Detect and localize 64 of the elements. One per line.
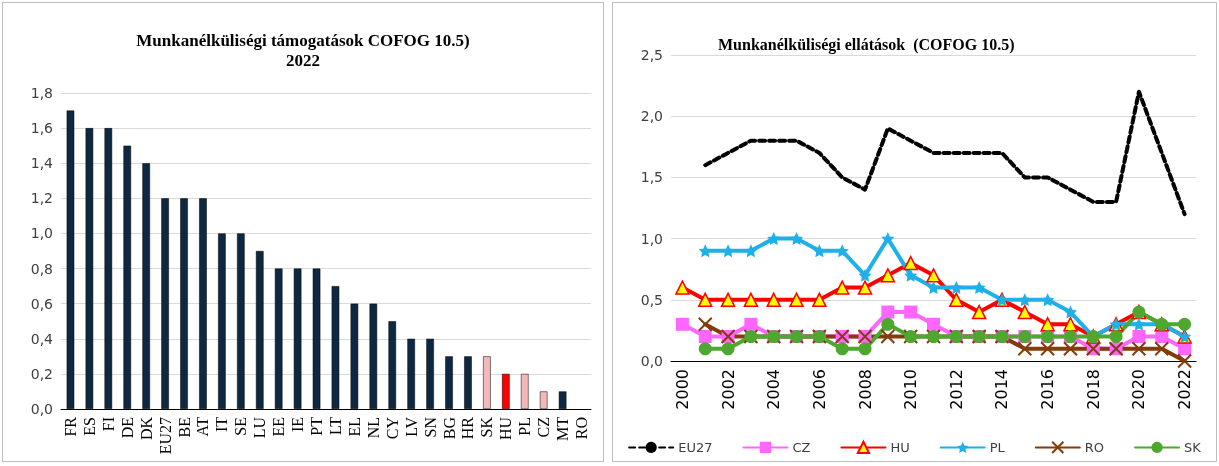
y-tick-label: 0,5	[640, 291, 663, 308]
x-tick-label: HU	[497, 416, 515, 441]
chart-title: Munkanélküliségi támogatások COFOG 10.5) 2022	[136, 30, 470, 70]
x-tick-label: 2004	[764, 369, 784, 410]
y-tick-label: 2,5	[640, 47, 663, 63]
x-tick-label: EU27	[156, 417, 174, 455]
x-tick-label: PL	[516, 417, 534, 436]
x-tick-label: 2000	[672, 369, 692, 410]
x-tick-label: LU	[251, 416, 269, 439]
x-tick-label: MT	[554, 416, 572, 441]
legend-label: CZ	[792, 439, 811, 455]
x-tick-label: BE	[175, 417, 193, 438]
x-tick-label: NL	[364, 417, 382, 439]
x-tick-label: EL	[345, 417, 363, 437]
x-tick-label: 2006	[809, 369, 829, 410]
x-tick-label: 2022	[1175, 369, 1195, 410]
y-tick-label: 0,4	[30, 330, 54, 347]
legend-label: RO	[1084, 439, 1105, 455]
y-tick-label: 1,8	[30, 85, 53, 101]
y-tick-label: 1,4	[30, 155, 54, 172]
y-tick-label: 0,0	[30, 401, 53, 417]
x-tick-label: 2008	[855, 369, 875, 410]
x-tick-label: IT	[213, 416, 231, 433]
x-tick-label: 2012	[946, 369, 966, 410]
legend-label: HU	[890, 439, 910, 455]
y-tick-label: 1,0	[640, 230, 663, 247]
x-tick-label: CZ	[535, 417, 553, 438]
y-tick-label: 1,5	[640, 169, 663, 186]
x-tick-label: ES	[80, 417, 98, 436]
x-tick-label: BG	[440, 416, 458, 440]
y-tick-label: 0,8	[30, 260, 53, 277]
y-tick-label: 1,0	[30, 225, 53, 242]
x-tick-label: FI	[99, 417, 117, 432]
x-tick-label: RO	[573, 417, 591, 440]
y-tick-label: 1,2	[30, 190, 53, 207]
x-tick-label: AT	[194, 416, 212, 437]
x-tick-label: 2016	[1038, 369, 1058, 410]
y-tick-label: 2,0	[640, 108, 663, 125]
legend-label: SK	[1184, 439, 1202, 455]
x-tick-label: LT	[326, 416, 344, 436]
legend-label: EU27	[678, 439, 713, 455]
x-tick-label: PT	[308, 416, 326, 436]
x-tick-label: SN	[421, 416, 439, 438]
y-tick-label: 0,0	[640, 353, 663, 369]
x-tick-label: HR	[459, 416, 477, 440]
x-tick-label: 2002	[718, 369, 738, 410]
x-tick-label: 2014	[992, 369, 1012, 410]
x-tick-label: CY	[383, 416, 401, 440]
y-tick-label: 0,6	[30, 295, 54, 312]
x-tick-label: DE	[118, 417, 136, 439]
x-tick-label: 2010	[901, 369, 921, 410]
x-tick-label: SE	[232, 417, 250, 436]
x-tick-label: FR	[61, 416, 79, 437]
x-tick-label: EE	[270, 417, 288, 437]
x-tick-label: 2018	[1083, 369, 1103, 410]
legend-label: PL	[989, 439, 1006, 455]
x-tick-label: 2020	[1129, 369, 1149, 410]
y-tick-label: 1,6	[30, 120, 54, 137]
x-tick-label: DK	[137, 416, 155, 441]
x-tick-label: IE	[289, 417, 307, 433]
chart-title: Munkanélküliségi ellátások (COFOG 10.5)	[718, 35, 1015, 54]
x-tick-label: LV	[402, 416, 420, 437]
x-tick-label: SK	[478, 416, 496, 438]
y-tick-label: 0,2	[30, 365, 53, 382]
